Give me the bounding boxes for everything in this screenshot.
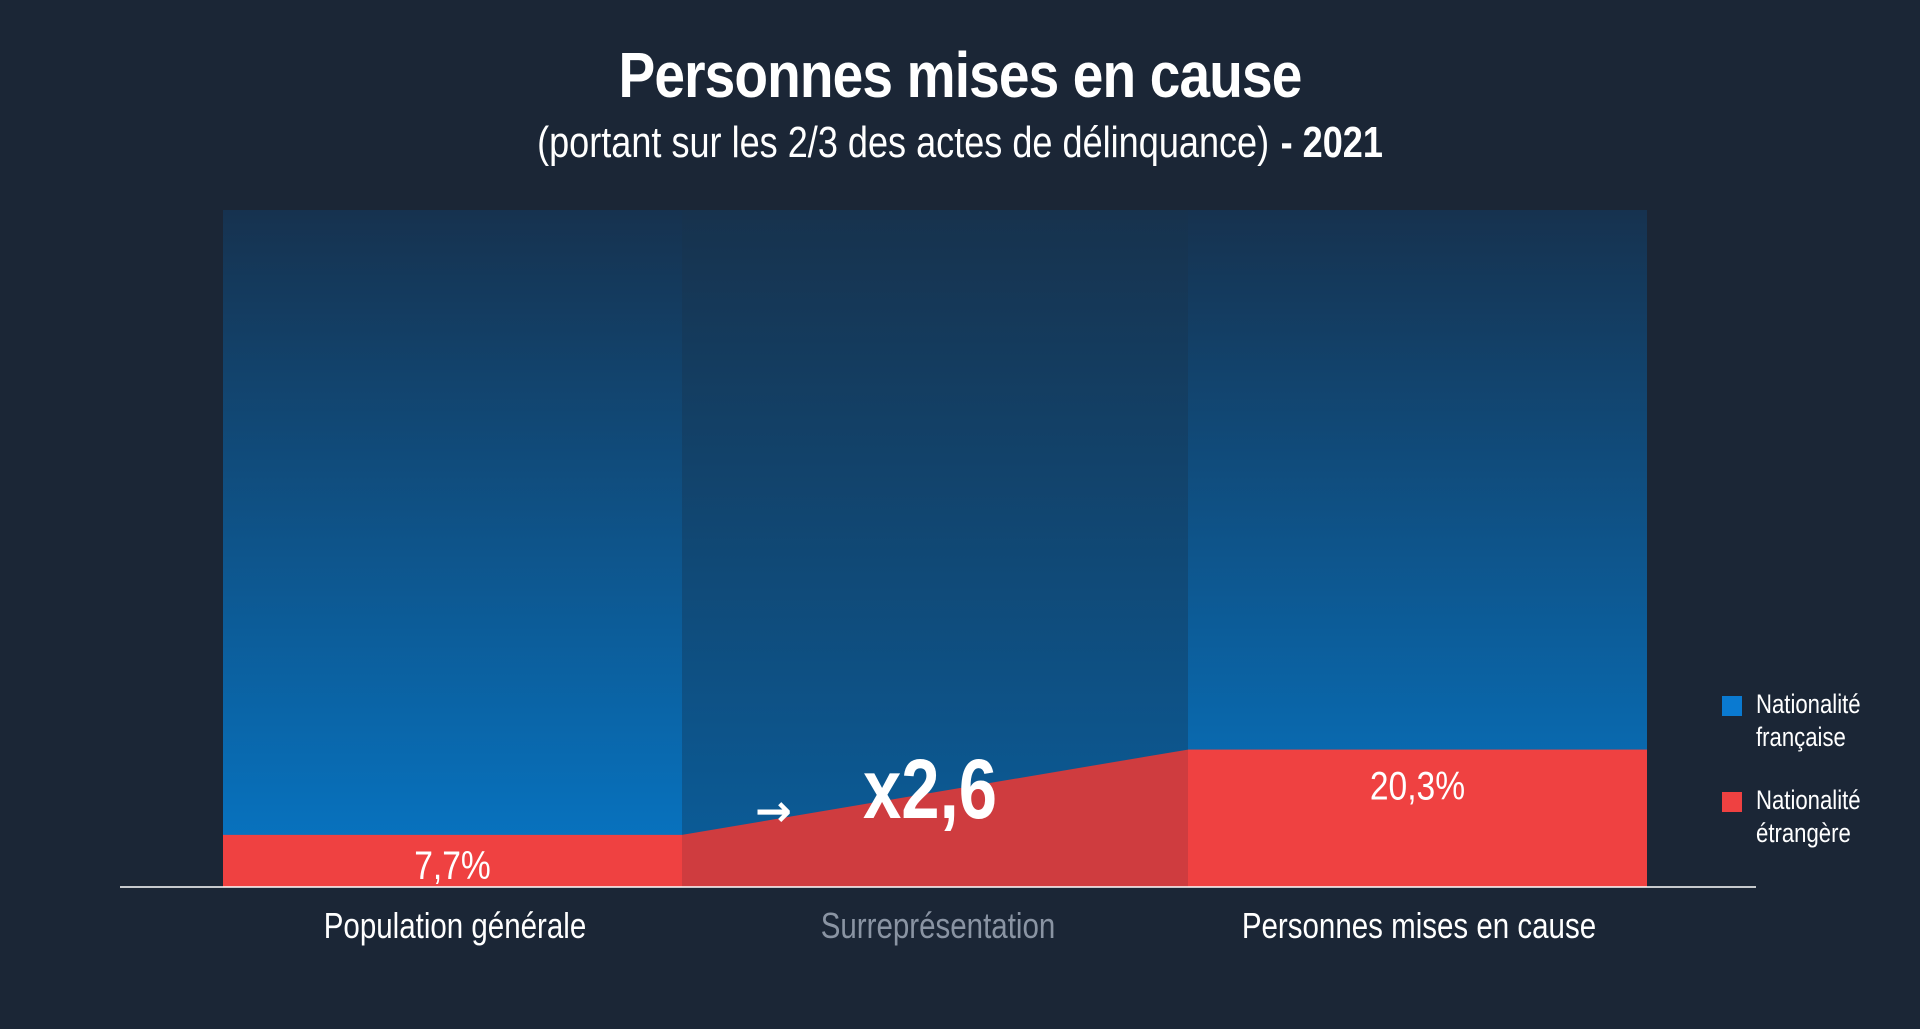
- subtitle-text: (portant sur les 2/3 des actes de délinq…: [537, 118, 1270, 167]
- bar-etrangere-mises-en-cause: [1188, 749, 1647, 887]
- chart-title: Personnes mises en cause: [618, 39, 1302, 111]
- x-tick-surrepresentation: Surreprésentation: [821, 905, 1056, 945]
- data-label-population: 7,7%: [414, 843, 491, 887]
- legend-label-etrangere: Nationalité étrangère: [1756, 785, 1861, 848]
- bar-etrangere-population: [223, 834, 682, 887]
- x-tick-personnes-mises-en-cause: Personnes mises en cause: [1242, 905, 1596, 945]
- data-label-mises-en-cause: 20,3%: [1370, 764, 1465, 808]
- subtitle-year: - 2021: [1280, 118, 1383, 167]
- legend-swatch-etrangere: [1722, 792, 1742, 812]
- arrow-icon: →: [755, 786, 792, 837]
- area-etrangere-transition: [682, 749, 1188, 887]
- legend-swatch-francaise: [1722, 696, 1742, 716]
- bar-francaise-population: [223, 210, 682, 887]
- multiplier-annotation: x2,6: [863, 743, 997, 837]
- legend-label-francaise: Nationalité française: [1756, 689, 1861, 752]
- chart-subtitle: (portant sur les 2/3 des actes de délinq…: [173, 118, 1747, 168]
- x-tick-population-generale: Population générale: [324, 905, 587, 945]
